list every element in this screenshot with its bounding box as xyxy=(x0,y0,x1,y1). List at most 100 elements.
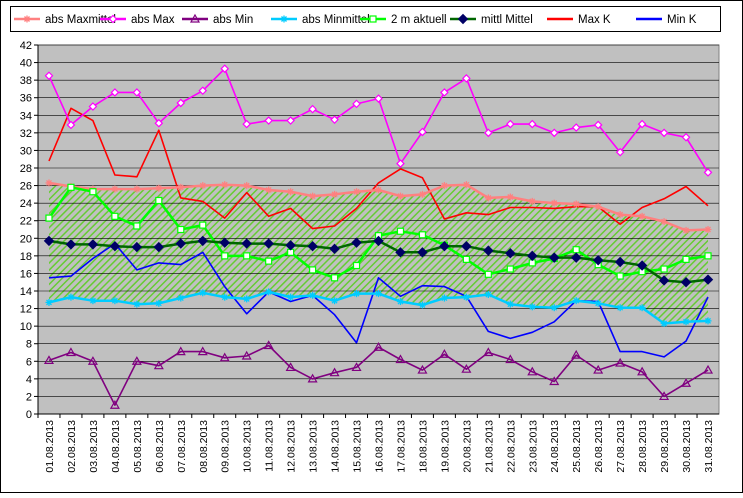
x-tick-label: 03.08.2013 xyxy=(88,420,100,473)
x-tick-label: 05.08.2013 xyxy=(132,420,144,473)
data-point-abs-maxmittel xyxy=(111,186,118,193)
data-point-mittl-mittel xyxy=(592,255,604,266)
data-point-abs-min xyxy=(461,363,472,373)
data-point-abs-max xyxy=(462,74,471,83)
data-point-mittl-mittel xyxy=(373,235,384,247)
legend-label-mittl-mittel: mittl Mittel xyxy=(481,14,533,26)
y-tick-label: 30 xyxy=(20,145,32,157)
data-point-abs-maxmittel xyxy=(133,186,140,193)
data-point-abs-maxmittel xyxy=(177,184,184,191)
data-point-abs-max xyxy=(88,102,98,111)
data-point-abs-maxmittel xyxy=(397,193,404,200)
data-point-abs-min xyxy=(637,366,648,376)
data-point-abs-max xyxy=(286,116,295,125)
data-point-abs-maxmittel xyxy=(573,201,580,207)
data-point-abs-min xyxy=(153,360,164,370)
data-point-mittl-mittel xyxy=(175,238,186,249)
y-tick-label: 12 xyxy=(20,304,32,316)
data-point-abs-maxmittel xyxy=(309,193,316,200)
data-point-abs-minmittel xyxy=(265,288,272,295)
data-point-2-m-aktuell xyxy=(111,212,119,220)
data-point-2-m-aktuell xyxy=(155,196,163,205)
x-tick-label: 22.08.2013 xyxy=(505,420,517,473)
data-point-abs-max xyxy=(527,119,537,129)
data-point-mittl-mittel xyxy=(329,243,340,255)
data-point-abs-max xyxy=(330,115,339,125)
legend-marker-abs-max xyxy=(108,14,118,24)
data-point-mittl-mittel xyxy=(549,252,560,263)
data-point-mittl-mittel xyxy=(702,274,714,285)
y-tick-label: 22 xyxy=(20,216,32,228)
data-point-abs-minmittel xyxy=(177,295,184,301)
legend-marker-abs-min xyxy=(189,13,201,23)
data-point-abs-min xyxy=(527,366,538,376)
data-point-abs-minmittel xyxy=(683,318,690,325)
data-point-abs-min xyxy=(43,355,55,365)
data-point-abs-min xyxy=(659,391,670,401)
y-tick-label: 8 xyxy=(26,339,32,351)
x-tick-label: 30.08.2013 xyxy=(681,420,693,473)
data-point-abs-maxmittel xyxy=(221,181,228,188)
x-tick-label: 31.08.2013 xyxy=(703,420,715,473)
data-point-abs-maxmittel xyxy=(661,218,668,225)
data-point-2-m-aktuell xyxy=(330,274,339,282)
x-tick-label: 25.08.2013 xyxy=(571,420,583,473)
data-point-abs-max xyxy=(549,128,559,138)
data-point-mittl-mittel xyxy=(153,241,165,253)
data-point-abs-maxmittel xyxy=(243,182,250,189)
data-point-abs-minmittel xyxy=(353,290,360,297)
data-point-abs-maxmittel xyxy=(595,203,602,210)
data-point-mittl-mittel xyxy=(197,235,208,247)
legend-label-min-k: Min K xyxy=(667,14,697,26)
data-point-2-m-aktuell xyxy=(616,272,624,280)
data-point-mittl-mittel xyxy=(417,247,428,258)
data-point-mittl-mittel xyxy=(461,240,472,252)
data-point-2-m-aktuell xyxy=(133,222,141,230)
data-point-abs-maxmittel xyxy=(485,194,492,201)
data-point-mittl-mittel xyxy=(263,238,274,249)
data-point-abs-max xyxy=(440,88,449,97)
data-point-abs-max xyxy=(132,88,142,97)
x-tick-label: 12.08.2013 xyxy=(286,420,298,473)
legend-label-abs-minmittel: abs Minmittel xyxy=(302,14,370,26)
x-tick-label: 21.08.2013 xyxy=(483,420,495,473)
y-tick-label: 32 xyxy=(20,128,32,140)
data-point-abs-max xyxy=(681,132,691,142)
data-point-mittl-mittel xyxy=(439,240,450,252)
x-tick-label: 27.08.2013 xyxy=(615,420,627,473)
y-tick-label: 34 xyxy=(20,110,32,122)
data-point-abs-max xyxy=(659,128,669,138)
data-point-abs-max xyxy=(198,86,208,96)
data-point-abs-minmittel xyxy=(463,294,470,301)
legend-marker-mittl-mittel xyxy=(457,13,469,25)
data-point-abs-min xyxy=(702,364,714,374)
data-point-abs-max xyxy=(571,123,581,132)
data-point-abs-minmittel xyxy=(441,295,448,301)
range-band xyxy=(49,182,708,324)
data-point-abs-minmittel xyxy=(155,300,162,307)
data-point-abs-minmittel xyxy=(705,317,711,324)
data-point-2-m-aktuell xyxy=(243,252,251,260)
data-point-abs-max xyxy=(593,120,603,130)
data-point-2-m-aktuell xyxy=(45,214,53,222)
data-point-mittl-mittel xyxy=(505,248,516,259)
data-point-mittl-mittel xyxy=(65,239,77,250)
x-tick-label: 10.08.2013 xyxy=(242,420,254,473)
data-point-abs-min xyxy=(439,349,450,358)
data-point-abs-minmittel xyxy=(221,294,228,301)
x-tick-label: 29.08.2013 xyxy=(659,420,671,473)
x-tick-label: 06.08.2013 xyxy=(154,420,166,473)
y-tick-label: 18 xyxy=(20,251,32,263)
data-point-abs-minmittel xyxy=(639,304,646,311)
data-point-abs-max xyxy=(308,104,317,114)
x-tick-label: 26.08.2013 xyxy=(593,420,605,473)
data-point-abs-min xyxy=(549,376,560,386)
data-point-abs-min xyxy=(285,362,296,372)
data-point-abs-maxmittel xyxy=(331,191,338,198)
data-point-abs-min xyxy=(351,362,362,372)
data-point-2-m-aktuell xyxy=(265,257,273,265)
series-line-abs-min xyxy=(48,344,709,406)
data-point-abs-min xyxy=(175,346,186,356)
